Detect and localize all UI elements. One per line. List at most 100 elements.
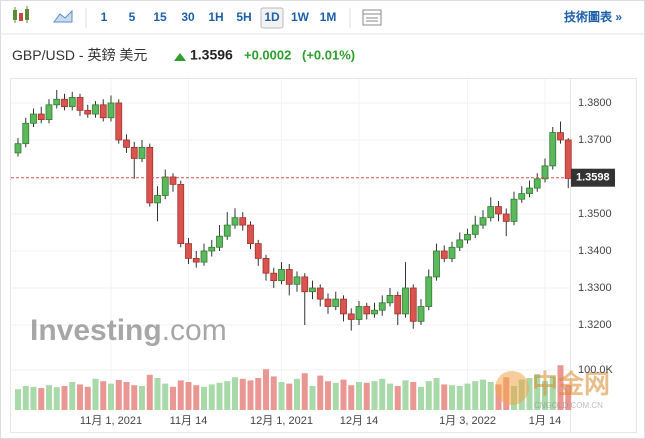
candle-body <box>68 96 76 108</box>
volume-bar <box>92 378 99 410</box>
interval-button[interactable]: 5H <box>236 10 251 24</box>
interval-button[interactable]: 1M <box>320 10 337 24</box>
volume-bar <box>480 379 486 410</box>
volume-bar <box>325 381 331 410</box>
volume-bar <box>177 380 184 410</box>
candle-body <box>130 146 138 159</box>
volume-bar <box>449 385 455 410</box>
candle-body <box>22 122 30 145</box>
volume-bar <box>154 378 161 410</box>
interval-button[interactable]: 1 <box>101 10 108 24</box>
candle-body <box>254 243 262 259</box>
volume-bar <box>487 382 494 410</box>
candle-body <box>223 224 231 237</box>
candle-body <box>293 276 301 285</box>
interval-button[interactable]: 1W <box>291 10 310 24</box>
candle-body <box>154 195 161 204</box>
interval-button[interactable]: 15 <box>153 10 167 24</box>
volume-bar <box>201 386 207 410</box>
volume-bar <box>371 381 378 410</box>
x-tick-label: 11月 1, 2021 <box>80 415 142 427</box>
volume-bar <box>441 384 448 410</box>
candle-body <box>495 206 502 215</box>
last-price-label: 1.3598 <box>576 172 610 184</box>
volume-bar <box>557 365 564 410</box>
chart-frame <box>10 78 637 433</box>
volume-bar <box>317 375 324 410</box>
volume-bar <box>565 385 572 410</box>
last-price-tag <box>571 168 615 187</box>
candle-body <box>533 178 541 189</box>
volume-bar <box>464 383 471 410</box>
candle-body <box>278 269 285 282</box>
volume-bar <box>208 384 215 410</box>
up-arrow <box>174 53 186 61</box>
candle-body <box>541 165 549 180</box>
volume-bar <box>69 382 76 410</box>
interval-button[interactable]: 30 <box>181 10 195 24</box>
watermark-brand: Investing.com <box>30 314 227 347</box>
candle-body <box>84 109 92 115</box>
volume-bar <box>185 382 192 410</box>
interval-button[interactable]: 1D <box>264 10 280 24</box>
volume-bar <box>394 386 401 410</box>
volume-bar <box>542 381 548 410</box>
volume-bar <box>139 386 145 410</box>
candle-body <box>456 239 464 248</box>
candle-body <box>45 104 53 121</box>
volume-bar <box>348 385 355 410</box>
interval-button[interactable]: 1H <box>208 10 223 24</box>
volume-bar <box>193 385 200 410</box>
volume-bar <box>247 380 254 410</box>
candle-body <box>146 146 154 204</box>
volume-bar <box>456 386 463 410</box>
candle-body <box>386 295 394 304</box>
x-tick-label: 12月 1, 2021 <box>250 415 313 427</box>
candle-body <box>76 96 84 111</box>
y-tick-label: 1.3300 <box>578 282 612 294</box>
candle-body <box>14 143 22 154</box>
candle-body <box>185 243 192 259</box>
technical-link[interactable]: 技術圖表 » <box>564 9 622 24</box>
candle-body <box>487 206 495 219</box>
site-name: 中金网 <box>532 369 610 399</box>
candle-body <box>448 246 456 259</box>
candle-body <box>347 313 355 320</box>
volume-bar <box>77 384 83 410</box>
interval-button[interactable]: 5 <box>129 10 136 24</box>
candle-body <box>123 139 130 148</box>
candle-body <box>37 113 45 121</box>
candle-body <box>510 198 518 222</box>
candle-icon[interactable] <box>13 6 29 23</box>
volume-tick-label: 100.0K <box>578 364 614 376</box>
volume-bar <box>84 386 91 410</box>
candle-body <box>479 217 487 226</box>
volume-bar <box>216 382 223 410</box>
volume-bar <box>418 386 424 410</box>
volume-bar <box>123 382 130 410</box>
grid-icon[interactable] <box>362 9 382 26</box>
candle-body <box>378 302 386 311</box>
change-pct: (+0.01%) <box>302 47 355 62</box>
candle-body <box>564 139 572 179</box>
candle-body <box>161 176 169 196</box>
volume-bar <box>356 382 362 410</box>
area-icon[interactable] <box>53 9 73 23</box>
volume-bar <box>15 389 21 410</box>
candle-body <box>99 104 107 119</box>
volume-bar <box>108 383 114 410</box>
candle-body <box>363 306 371 315</box>
candle-body <box>417 306 425 322</box>
candle-body <box>549 132 557 167</box>
candle-body <box>247 224 254 244</box>
volume-bar <box>30 386 37 410</box>
volume-bar <box>332 382 339 410</box>
candle-body <box>309 287 316 293</box>
volume-bar <box>22 386 29 410</box>
candle-body <box>169 176 177 185</box>
site-logo <box>495 371 529 405</box>
volume-bar <box>255 378 262 410</box>
candle-body <box>355 306 363 320</box>
